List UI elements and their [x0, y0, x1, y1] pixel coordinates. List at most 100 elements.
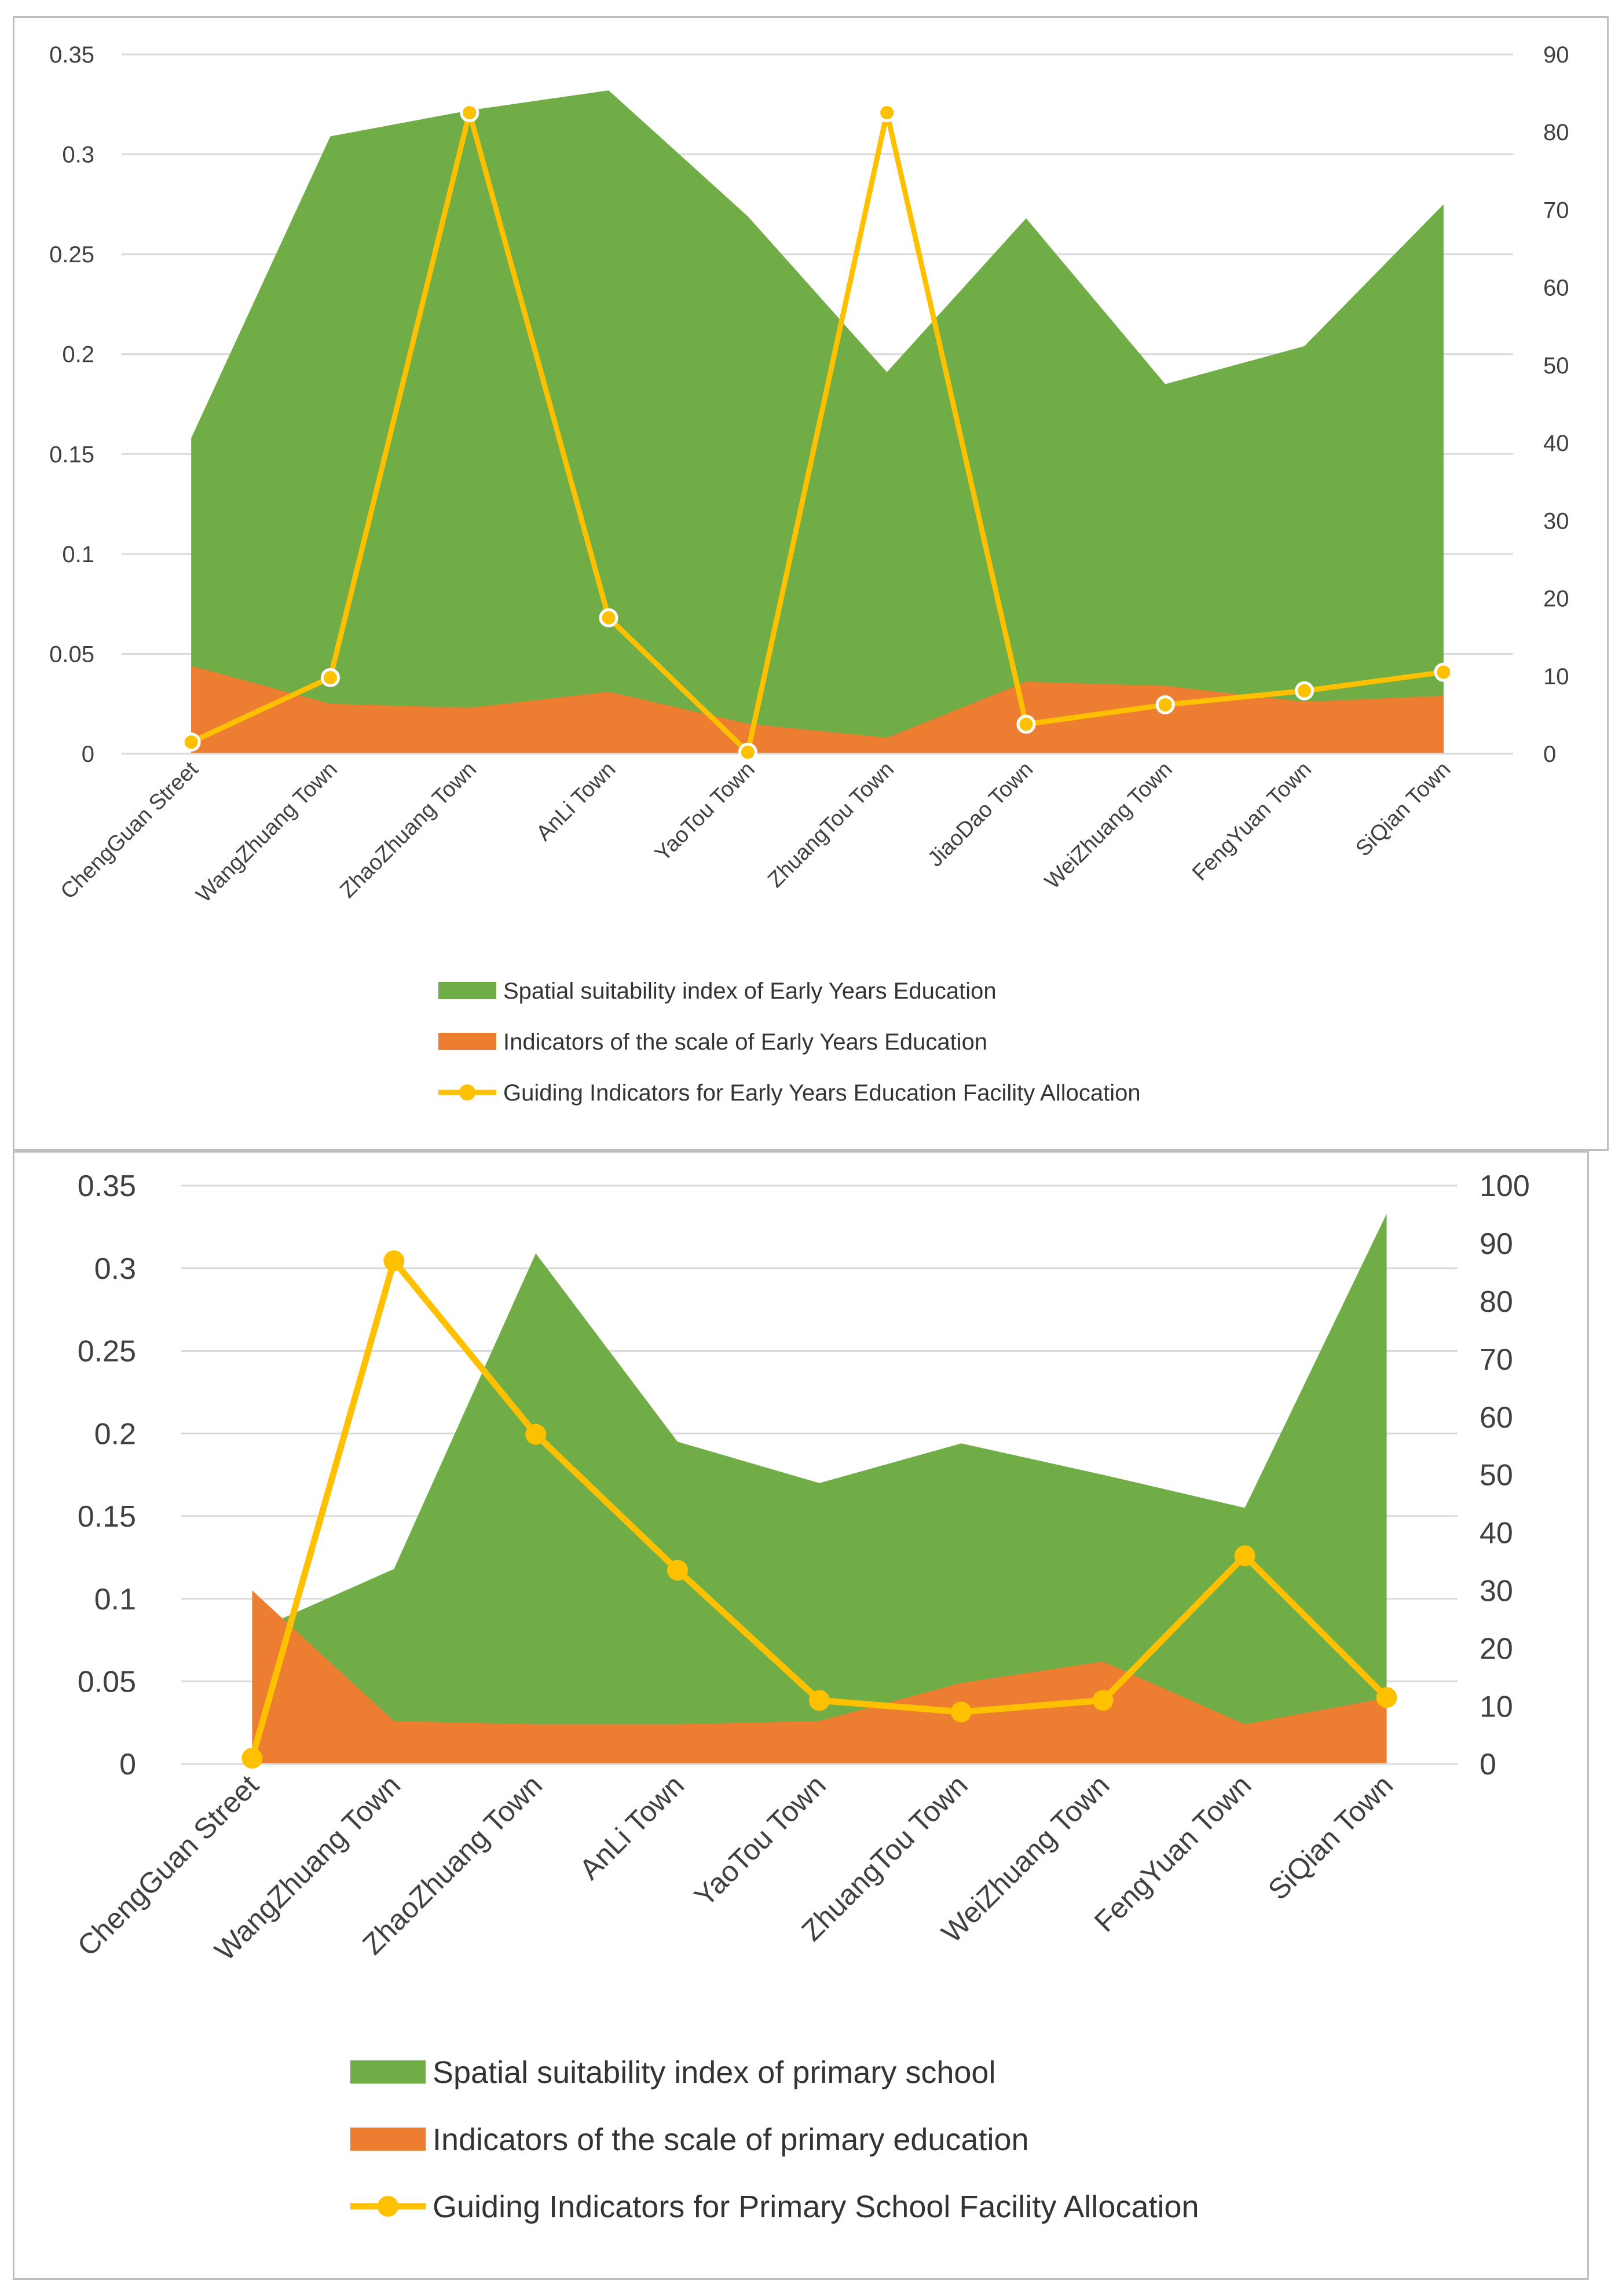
right-tick-label: 70 [1480, 1343, 1513, 1377]
right-tick-label: 60 [1543, 276, 1569, 301]
line-point-wangzhuang-town [383, 1250, 405, 1271]
line-point-fengyuan-town [1295, 681, 1315, 700]
line-point-siqian-town [1434, 662, 1453, 682]
left-tick-label: 0.2 [94, 1417, 136, 1451]
area-spatial-suitability-index-of-primary-school [252, 1213, 1387, 1764]
legend-label: Spatial suitability index of primary sch… [433, 2055, 995, 2090]
early-years-chart: 0 0.05 0.1 0.15 0.2 0.25 0.3 0.35 0 10 20 30 40 50 60 7… [49, 42, 1569, 1106]
left-tick-label: 0.3 [62, 142, 94, 168]
category-label: ZhuangTou Town [763, 757, 899, 893]
legend-label: Spatial suitability index of Early Years… [503, 978, 997, 1004]
legend-label: Guiding Indicators for Primary School Fa… [433, 2189, 1199, 2224]
right-tick-label: 30 [1480, 1575, 1513, 1608]
right-tick-label: 0 [1480, 1748, 1496, 1781]
early-years-chart-panel: 0 0.05 0.1 0.15 0.2 0.25 0.3 0.35 0 10 20 30 40 50 60 7… [13, 16, 1609, 1151]
legend-swatch-spatial-suitability-index-of-early-years-education [438, 982, 496, 999]
right-tick-label: 50 [1543, 353, 1569, 379]
category-label: AnLi Town [573, 1769, 690, 1886]
line-point-anli-town [599, 608, 618, 628]
legend-marker [459, 1084, 475, 1101]
legend-swatch-spatial-suitability-index-of-primary-school [350, 2060, 426, 2084]
right-axis: 0 10 20 30 40 50 60 70 80 90 100 [1480, 1169, 1530, 1781]
line-point-yaotou-town [809, 1690, 830, 1711]
category-label: AnLi Town [532, 757, 620, 846]
category-label: ChengGuan Street [56, 757, 203, 904]
area-indicators-of-the-scale-of-early-years-education [191, 666, 1444, 754]
area-indicators-of-the-scale-of-primary-education [252, 1590, 1387, 1764]
left-tick-label: 0.25 [78, 1335, 136, 1369]
line-point-zhuangtou-town [877, 103, 897, 123]
legend-swatch-indicators-of-the-scale-of-primary-education [350, 2128, 426, 2151]
left-tick-label: 0.15 [49, 442, 94, 467]
line-markers [241, 1250, 1397, 1769]
left-tick-label: 0.2 [62, 342, 94, 368]
legend-marker [378, 2196, 398, 2217]
right-tick-label: 60 [1480, 1401, 1513, 1435]
line-point-chengguan-street [181, 732, 201, 752]
right-tick-label: 90 [1480, 1227, 1513, 1261]
right-tick-label: 80 [1480, 1285, 1513, 1319]
left-tick-label: 0.3 [94, 1252, 136, 1286]
category-label: SiQian Town [1262, 1769, 1399, 1906]
left-tick-label: 0.25 [49, 242, 94, 267]
left-tick-label: 0.35 [49, 42, 94, 68]
left-tick-label: 0.15 [78, 1500, 136, 1534]
category-label: YaoTou Town [688, 1769, 832, 1913]
left-tick-label: 0.35 [78, 1169, 136, 1203]
line-point-siqian-town [1376, 1687, 1397, 1708]
line-point-zhaozhuang-town [460, 103, 479, 123]
left-tick-label: 0 [119, 1748, 136, 1781]
right-tick-label: 30 [1543, 508, 1569, 534]
left-axis: 0 0.05 0.1 0.15 0.2 0.25 0.3 0.35 [78, 1169, 136, 1781]
line-guiding-indicators-for-early-years-education-facility-allocation [190, 110, 1444, 755]
category-label: FengYuan Town [1188, 757, 1316, 886]
category-label: JiaoDao Town [923, 757, 1038, 872]
right-tick-label: 10 [1480, 1690, 1513, 1723]
right-tick-label: 80 [1543, 120, 1569, 145]
left-tick-label: 0 [82, 742, 94, 767]
category-label: WeiZhuang Town [1040, 757, 1177, 894]
legend: Spatial suitability index of Early Years… [438, 978, 1141, 1106]
right-tick-label: 20 [1543, 586, 1569, 612]
category-label: SiQian Town [1351, 757, 1455, 861]
left-tick-label: 0.1 [94, 1583, 136, 1616]
right-tick-label: 100 [1480, 1169, 1530, 1203]
line-markers [181, 103, 1453, 762]
category-label: ZhaoZhuang Town [335, 757, 481, 903]
category-label: YaoTou Town [650, 757, 760, 867]
primary-school-chart: 0 0.05 0.1 0.15 0.2 0.25 0.3 0.35 0 10 20 30 40 50 60 7… [71, 1169, 1530, 2224]
legend-label: Indicators of the scale of primary educa… [433, 2122, 1029, 2157]
left-tick-label: 0.1 [62, 542, 94, 567]
line-point-jiaodao-town [1016, 714, 1036, 734]
right-tick-label: 20 [1480, 1632, 1513, 1666]
line-point-fengyuan-town [1234, 1545, 1255, 1567]
right-tick-label: 70 [1543, 197, 1569, 223]
right-tick-label: 50 [1480, 1459, 1513, 1492]
right-tick-label: 40 [1480, 1517, 1513, 1550]
left-tick-label: 0.05 [78, 1665, 136, 1699]
left-tick-label: 0.05 [49, 641, 94, 667]
category-label: FengYuan Town [1088, 1769, 1258, 1938]
line-point-zhuangtou-town [950, 1701, 972, 1723]
line-point-weizhuang-town [1155, 695, 1175, 714]
legend-label: Guiding Indicators for Early Years Educa… [503, 1080, 1141, 1106]
legend: Spatial suitability index of primary sch… [350, 2055, 1199, 2224]
primary-school-chart-panel: 0 0.05 0.1 0.15 0.2 0.25 0.3 0.35 0 10 20 30 40 50 60 7… [13, 1151, 1589, 2280]
legend-label: Indicators of the scale of Early Years E… [503, 1029, 987, 1055]
category-label: WangZhuang Town [192, 757, 342, 908]
line-point-zhaozhuang-town [525, 1424, 547, 1445]
legend-swatch-indicators-of-the-scale-of-early-years-education [438, 1033, 496, 1050]
line-point-chengguan-street [241, 1748, 263, 1769]
right-tick-label: 40 [1543, 431, 1569, 456]
line-point-yaotou-town [738, 742, 757, 762]
right-tick-label: 0 [1543, 742, 1556, 767]
line-point-weizhuang-town [1092, 1690, 1114, 1711]
right-axis: 0 10 20 30 40 50 60 70 80 90 [1543, 42, 1569, 767]
right-tick-label: 90 [1543, 42, 1569, 68]
line-point-wangzhuang-town [320, 667, 340, 687]
right-tick-label: 10 [1543, 664, 1569, 689]
left-axis: 0 0.05 0.1 0.15 0.2 0.25 0.3 0.35 [49, 42, 94, 767]
